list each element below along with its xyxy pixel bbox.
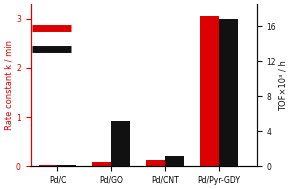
Bar [219,19,238,166]
Bar [200,16,219,166]
Y-axis label: TOF×10³ / h: TOF×10³ / h [279,60,288,111]
Bar [111,122,130,166]
Bar [58,165,76,166]
Bar [39,165,58,166]
Bar [93,162,111,166]
Bar [146,160,165,166]
Y-axis label: Rate constant k / min: Rate constant k / min [4,40,13,130]
Bar [165,156,184,166]
